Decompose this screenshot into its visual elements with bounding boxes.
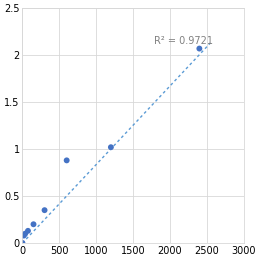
Point — [31, 222, 36, 226]
Point — [197, 47, 202, 51]
Text: R² = 0.9721: R² = 0.9721 — [154, 36, 213, 46]
Point — [42, 208, 47, 212]
Point — [20, 241, 24, 245]
Point — [109, 145, 113, 149]
Point — [22, 233, 26, 238]
Point — [23, 232, 27, 236]
Point — [26, 229, 30, 233]
Point — [64, 158, 69, 162]
